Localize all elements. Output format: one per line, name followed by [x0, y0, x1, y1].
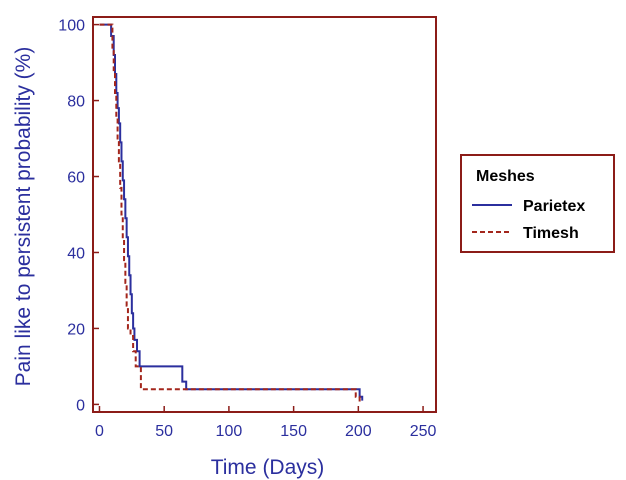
y-tick-label: 20 — [67, 321, 85, 338]
legend-label-parietex: Parietex — [523, 198, 585, 215]
series-line-timesh — [99, 23, 361, 405]
y-axis-label: Pain like to persistent probability (%) — [12, 47, 35, 387]
axis-ticks: 0 50 100 150 200 250 0 20 40 60 80 100 — [58, 18, 436, 440]
y-tick-label: 40 — [67, 245, 85, 262]
x-axis-label: Time (Days) — [211, 456, 325, 479]
x-tick-label: 100 — [216, 423, 243, 440]
y-tick-label: 100 — [58, 18, 85, 35]
x-tick-label: 0 — [95, 423, 104, 440]
y-tick-label: 60 — [67, 170, 85, 187]
plot-frame — [92, 16, 437, 413]
y-tick-label: 0 — [76, 397, 85, 414]
x-tick-label: 250 — [410, 423, 437, 440]
legend-label-timesh: Timesh — [523, 225, 579, 242]
legend-frame — [460, 154, 615, 253]
x-tick-label: 50 — [155, 423, 173, 440]
series-line-parietex — [99, 23, 364, 401]
legend-title: Meshes — [476, 168, 535, 185]
legend: Meshes Parietex Timesh — [460, 154, 615, 253]
x-tick-label: 150 — [280, 423, 307, 440]
plot-area — [92, 16, 437, 413]
y-tick-label: 80 — [67, 94, 85, 111]
x-tick-label: 200 — [345, 423, 372, 440]
